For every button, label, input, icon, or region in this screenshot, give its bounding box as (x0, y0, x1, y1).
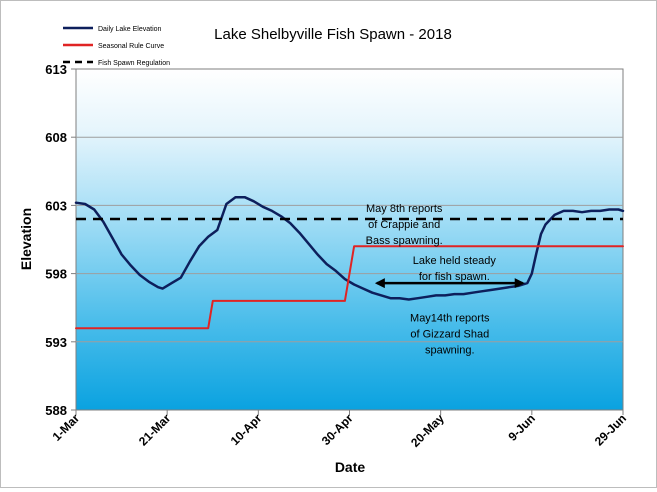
annotation-line: May 8th reports (366, 203, 443, 215)
y-tick-label: 603 (45, 198, 67, 213)
legend-label-seasonal-rule-curve: Seasonal Rule Curve (98, 43, 164, 50)
annotation-line: Bass spawning. (366, 235, 443, 247)
x-tick-label: 10-Apr (228, 411, 265, 448)
annotation-line: May14th reports (410, 312, 490, 324)
annotation-line: spawning. (425, 344, 475, 356)
legend-label-daily-lake-elevation: Daily Lake Elevation (98, 26, 162, 33)
annotation-line: for fish spawn. (419, 271, 490, 283)
x-tick-label: 9-Jun (505, 411, 538, 444)
y-tick-label: 588 (45, 403, 67, 418)
y-tick-label: 598 (45, 267, 67, 282)
x-tick-label: 29-Jun (592, 411, 629, 448)
series-line-seasonal-rule-curve (75, 245, 624, 330)
y-tick-label: 593 (45, 335, 67, 350)
legend-item-fish-spawn-regulation: Fish Spawn Regulation (63, 60, 170, 67)
legend-item-daily-lake-elevation: Daily Lake Elevation (63, 26, 162, 33)
legend: Daily Lake Elevation Seasonal Rule Curve… (63, 26, 170, 67)
series-line-daily-lake-elevation (74, 195, 625, 301)
series-layer (74, 195, 625, 330)
y-tick-label: 613 (45, 62, 67, 77)
annotation-line: of Crappie and (368, 219, 440, 231)
x-tick-label: 21-Mar (136, 411, 173, 448)
annotation-line: Lake held steady (413, 255, 497, 267)
y-tick-label: 608 (45, 130, 67, 145)
annotation-layer: May 8th reports of Crappie and Bass spawni… (366, 203, 525, 356)
legend-label-fish-spawn-regulation: Fish Spawn Regulation (98, 60, 170, 67)
annotation-line: of Gizzard Shad (410, 328, 489, 340)
legend-item-seasonal-rule-curve: Seasonal Rule Curve (63, 43, 164, 50)
y-axis-label: Elevation (18, 208, 34, 270)
x-axis-label: Date (335, 459, 366, 475)
x-tick-label: 30-Apr (319, 411, 356, 448)
x-tick-label: 20-May (408, 411, 447, 450)
chart-title: Lake Shelbyville Fish Spawn - 2018 (214, 26, 452, 43)
plot-area (75, 68, 624, 411)
